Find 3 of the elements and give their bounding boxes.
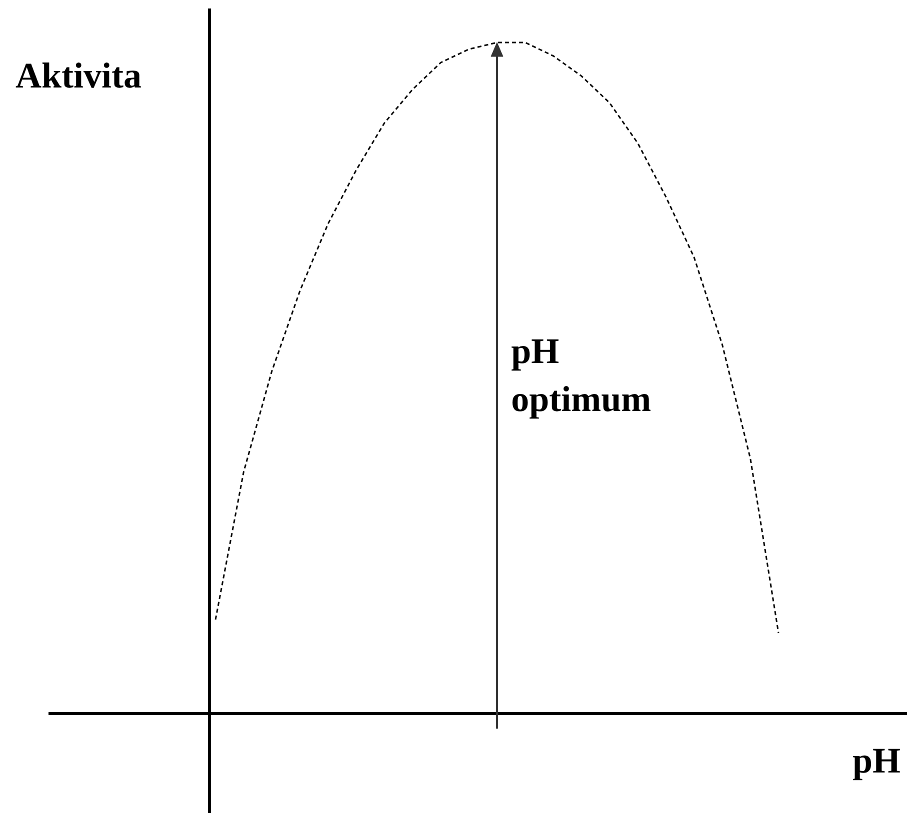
y-axis-title: Aktivita (16, 56, 142, 96)
annotation: pH optimum (511, 331, 652, 420)
x-axis-title: pH (852, 740, 901, 780)
